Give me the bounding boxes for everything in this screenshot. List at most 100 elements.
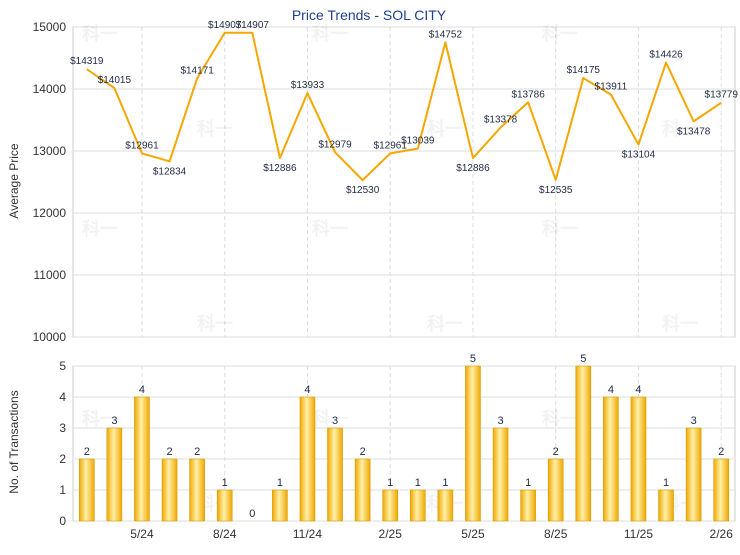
price-plot-area	[72, 26, 736, 338]
transaction-bar	[492, 427, 509, 522]
price-point-label: $14907	[208, 20, 242, 31]
price-point-label: $14319	[70, 56, 104, 67]
transactions-y-tick-label: 3	[59, 421, 66, 435]
watermark-logo: 科一	[312, 408, 348, 429]
watermark-logo: 科一	[197, 313, 233, 334]
transaction-count-label: 2	[166, 446, 172, 458]
price-point-label: $13378	[484, 115, 518, 126]
transaction-bar	[547, 458, 564, 522]
watermark-logo: 科一	[662, 313, 698, 334]
watermark-logo: 科一	[82, 23, 118, 44]
transaction-bar	[685, 427, 702, 522]
transaction-bar	[575, 365, 592, 522]
transaction-bar	[216, 489, 233, 522]
x-tick-label: 2/25	[379, 527, 403, 541]
transaction-bar	[327, 427, 343, 522]
price-y-tick-label: 11000	[34, 268, 67, 282]
price-point-label: $12961	[374, 140, 408, 151]
watermark-logo: 科一	[312, 23, 348, 44]
x-tick-label: 5/24	[130, 527, 154, 541]
transaction-bar	[520, 489, 536, 522]
transactions-y-tick-label: 0	[59, 514, 66, 528]
transaction-count-label: 3	[111, 415, 117, 427]
transaction-bar	[161, 458, 178, 522]
price-y-tick-label: 15000	[33, 20, 67, 34]
transaction-bar	[658, 489, 674, 522]
price-point-label: $13911	[595, 82, 628, 93]
price-point-label: $13104	[622, 150, 656, 161]
transaction-count-label: 3	[332, 415, 338, 427]
price-point-label: $12530	[346, 185, 380, 196]
price-point-label: $12886	[263, 163, 297, 174]
price-point-label: $14171	[180, 65, 214, 76]
transaction-count-label: 1	[663, 477, 669, 489]
transaction-bar	[78, 458, 95, 522]
transaction-count-label: 4	[635, 384, 641, 396]
watermark-logo: 科一	[82, 218, 118, 239]
price-point-label: $14015	[98, 75, 132, 86]
transaction-count-label: 3	[497, 415, 503, 427]
transactions-y-tick-label: 4	[59, 390, 66, 404]
transaction-count-label: 1	[525, 477, 531, 489]
price-point-label: $12979	[318, 139, 352, 150]
price-y-tick-label: 13000	[33, 144, 67, 158]
transaction-count-label: 1	[415, 477, 421, 489]
transaction-count-label: 5	[580, 353, 586, 365]
transactions-y-tick-label: 2	[59, 452, 66, 466]
x-tick-label: 11/24	[293, 527, 322, 541]
x-tick-label: 8/24	[213, 527, 237, 541]
watermark-logo: 科一	[427, 313, 463, 334]
transaction-bar	[465, 365, 481, 522]
transaction-bar	[713, 458, 730, 522]
watermark-logo: 科一	[542, 218, 578, 239]
transaction-bar	[437, 489, 454, 522]
transaction-count-label: 4	[608, 384, 614, 396]
watermark-logo: 科一	[312, 218, 348, 239]
price-point-label: $12535	[539, 185, 573, 196]
price-point-label: $12961	[125, 140, 159, 151]
price-point-label: $14175	[567, 65, 601, 76]
price-point-label: $14752	[429, 29, 463, 40]
transaction-bar	[189, 458, 205, 522]
transaction-bar	[603, 396, 619, 522]
watermark-logo: 科一	[197, 118, 233, 139]
transaction-count-label: 0	[249, 508, 255, 520]
price-y-tick-label: 10000	[33, 330, 67, 344]
transaction-count-label: 2	[360, 446, 366, 458]
price-point-label: $13779	[705, 90, 739, 101]
price-point-label: $14426	[649, 50, 683, 61]
transaction-bar	[630, 396, 647, 522]
transactions-y-tick-label: 1	[59, 483, 66, 497]
watermark-logo: 科一	[427, 118, 463, 139]
transaction-bar	[354, 458, 371, 522]
transaction-count-label: 2	[194, 446, 200, 458]
transaction-count-label: 4	[139, 384, 145, 396]
transaction-count-label: 4	[304, 384, 310, 396]
transaction-count-label: 1	[442, 477, 448, 489]
transaction-count-label: 2	[718, 446, 724, 458]
price-point-label: $14907	[236, 20, 270, 31]
transaction-bar	[272, 489, 288, 522]
transaction-count-label: 1	[277, 477, 283, 489]
transaction-count-label: 2	[84, 446, 90, 458]
transaction-count-label: 1	[387, 477, 393, 489]
transaction-bar	[382, 489, 399, 522]
transaction-bar	[134, 396, 150, 522]
x-tick-label: 2/26	[710, 527, 734, 541]
transactions-y-tick-label: 5	[59, 359, 66, 373]
transaction-bar	[409, 489, 426, 522]
price-y-tick-label: 12000	[33, 206, 67, 220]
price-point-label: $13478	[677, 126, 711, 137]
transaction-count-label: 2	[553, 446, 559, 458]
watermark-logo: 科一	[542, 23, 578, 44]
watermark-logo: 科一	[542, 408, 578, 429]
average-price-line	[86, 31, 722, 182]
transaction-count-label: 5	[470, 353, 476, 365]
price-y-axis-title: Average Price	[7, 143, 21, 218]
transaction-count-label: 3	[691, 415, 697, 427]
transaction-count-label: 1	[222, 477, 228, 489]
chart-title: Price Trends - SOL CITY	[292, 7, 447, 23]
watermark-logo: 科一	[662, 118, 698, 139]
